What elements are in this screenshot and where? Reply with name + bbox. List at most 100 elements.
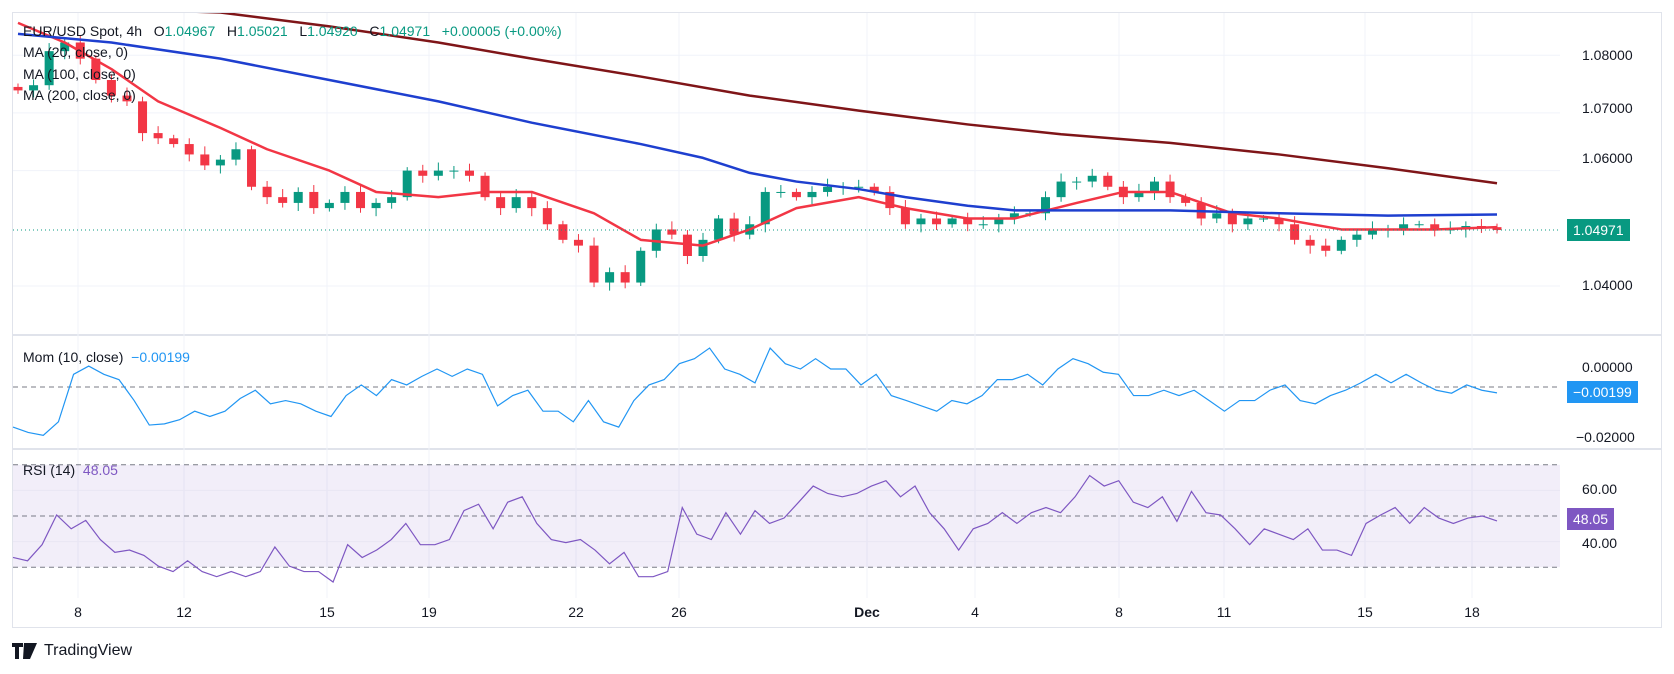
candle-up <box>1336 239 1346 251</box>
candle-up <box>29 85 39 91</box>
ma100-legend[interactable]: MA (100, close, 0) <box>23 66 136 82</box>
candle-down <box>963 218 973 225</box>
candle-down <box>169 138 179 145</box>
candle-up <box>1056 181 1066 198</box>
candle-up <box>978 224 988 226</box>
candle-up <box>698 239 708 256</box>
candle-down <box>1274 218 1284 225</box>
mom-tick: 0.00000 <box>1582 359 1633 375</box>
mom-tick: −0.02000 <box>1576 429 1635 445</box>
open-value: 1.04967 <box>164 23 216 39</box>
candle-up <box>511 197 521 209</box>
mom-legend[interactable]: Mom (10, close) −0.00199 <box>23 349 190 365</box>
candle-down <box>1305 239 1315 246</box>
candle-up <box>1212 213 1222 219</box>
candle-up <box>1414 224 1424 226</box>
date-label: 15 <box>1357 604 1373 620</box>
candle-down <box>885 191 895 209</box>
momentum-line <box>12 346 1498 437</box>
date-label: 22 <box>568 604 584 620</box>
candle-down <box>667 229 677 235</box>
candle-up <box>1087 175 1097 182</box>
candle-down <box>900 208 910 225</box>
candle-down <box>1165 181 1175 198</box>
chart-frame <box>12 12 1662 628</box>
candle-up <box>340 191 350 203</box>
candle-down <box>262 186 272 198</box>
date-label-month: Dec <box>854 604 880 620</box>
rsi-value: 48.05 <box>82 462 118 478</box>
mom-value: −0.00199 <box>131 349 190 365</box>
open-label: O <box>153 23 165 39</box>
candle-down <box>729 218 739 235</box>
rsi-line <box>12 474 1498 583</box>
change-value: +0.00005 (+0.00%) <box>441 23 562 39</box>
candle-up <box>215 159 225 166</box>
rsi-legend[interactable]: RSI (14) 48.05 <box>23 462 118 478</box>
candle-up <box>449 170 459 172</box>
candle-up <box>231 149 241 160</box>
candle-up <box>636 250 646 283</box>
candle-up <box>605 272 615 283</box>
candle-up <box>1009 213 1019 219</box>
candle-down <box>13 86 23 91</box>
mom-badge: −0.00199 <box>1567 381 1638 403</box>
candle-down <box>1492 227 1502 231</box>
candle-up <box>947 218 957 225</box>
candle-up <box>44 51 54 86</box>
ma100-line <box>17 32 1498 217</box>
candle-up <box>1243 218 1253 225</box>
candle-up <box>854 186 864 188</box>
date-label: 4 <box>971 604 979 620</box>
candle-down <box>1227 213 1237 225</box>
candle-down <box>1321 245 1331 251</box>
ma20-legend[interactable]: MA (20, close, 0) <box>23 44 129 60</box>
candle-down <box>1290 224 1300 240</box>
candle-down <box>932 218 942 225</box>
candle-up <box>994 218 1004 225</box>
candle-down <box>122 95 132 102</box>
candle-down <box>527 197 537 209</box>
candle-up <box>714 218 724 240</box>
candle-down <box>869 186 879 192</box>
candle-down <box>589 245 599 283</box>
candle-down <box>153 133 163 139</box>
candle-down <box>542 208 552 225</box>
close-label: C <box>369 23 380 39</box>
candle-down <box>309 191 319 209</box>
candle-down <box>418 170 428 176</box>
price-tick: 1.04000 <box>1582 277 1633 293</box>
tradingview-logo[interactable]: TradingView <box>12 642 132 660</box>
brand-name: TradingView <box>44 642 133 659</box>
candle-up <box>387 197 397 203</box>
candle-up <box>371 202 381 209</box>
candle-down <box>558 224 568 240</box>
price-pane <box>13 13 1502 291</box>
close-value: 1.04971 <box>379 23 431 39</box>
candle-down <box>1430 224 1440 230</box>
date-label: 26 <box>671 604 687 620</box>
ma20-line <box>17 21 1498 247</box>
candle-down <box>356 191 366 209</box>
candle-up <box>916 218 926 225</box>
ma200-legend[interactable]: MA (200, close, 0) <box>23 87 136 103</box>
candle-up <box>1149 181 1159 192</box>
candle-down <box>480 175 490 198</box>
candle-down <box>620 272 630 283</box>
symbol-title: EUR/USD Spot, 4h <box>23 23 143 39</box>
candle-up <box>1352 234 1362 240</box>
high-label: H <box>226 23 238 39</box>
candle-up <box>324 202 334 209</box>
candle-down <box>200 154 210 166</box>
high-value: 1.05021 <box>237 23 288 39</box>
candle-up <box>760 191 770 225</box>
candle-down <box>791 191 801 198</box>
last-price-badge: 1.04971 <box>1567 219 1630 241</box>
symbol-legend[interactable]: EUR/USD Spot, 4h O1.04967 H1.05021 L1.04… <box>23 23 562 39</box>
candle-down <box>91 58 101 81</box>
tradingview-logo-icon <box>12 643 37 659</box>
mom-title: Mom (10, close) <box>23 349 124 365</box>
date-label: 15 <box>319 604 335 620</box>
date-label: 8 <box>1115 604 1123 620</box>
